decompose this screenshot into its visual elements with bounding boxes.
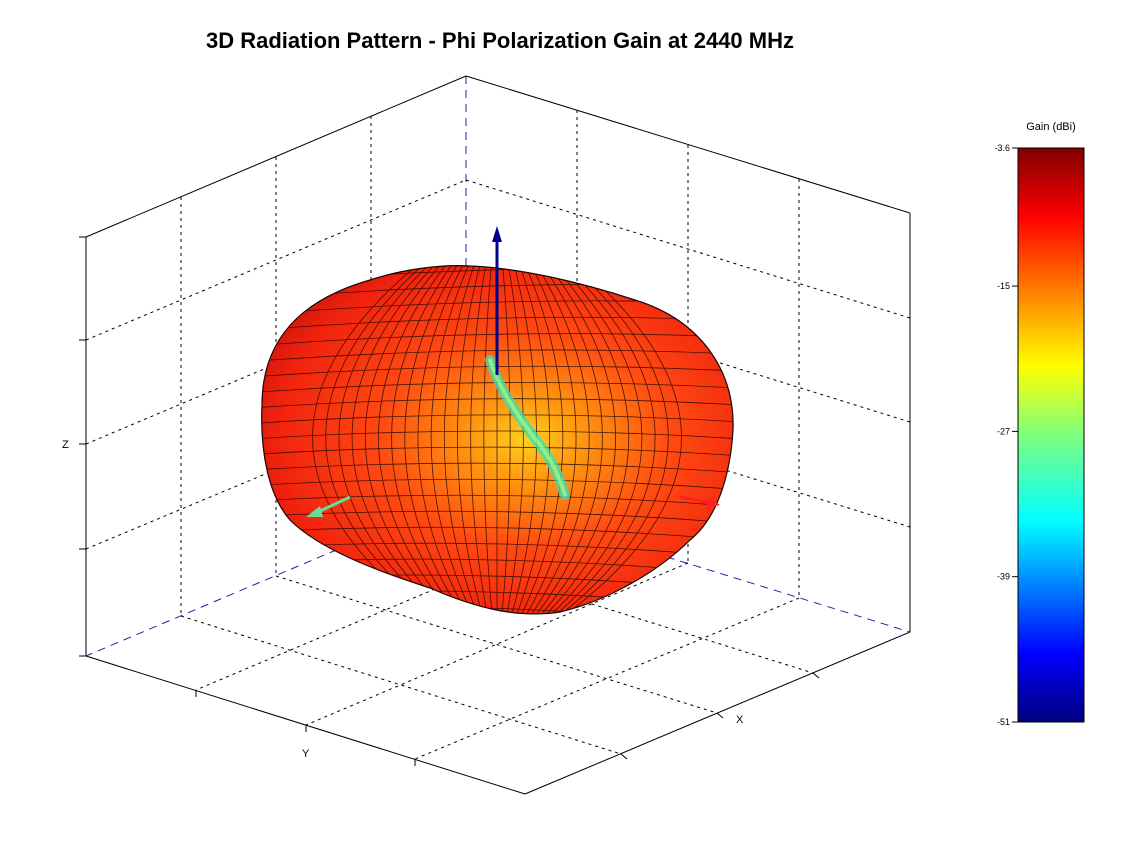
mesh-meridian <box>457 265 488 614</box>
y-axis-arrow <box>306 495 351 517</box>
mesh-parallel <box>237 623 757 644</box>
mesh-meridian <box>503 265 524 614</box>
mesh-meridian <box>517 265 577 614</box>
mesh-meridian <box>537 265 656 614</box>
colorbar-tick-label: -3.6 <box>994 143 1010 153</box>
colorbar-tick-label: -39 <box>997 572 1010 582</box>
mesh-meridian <box>430 265 481 614</box>
z-axis-label: Z <box>62 439 69 451</box>
colorbar-title: Gain (dBi) <box>1026 121 1076 133</box>
mesh-meridian <box>510 265 551 614</box>
x-axis-arrow <box>679 495 720 509</box>
x-axis-label: X <box>736 714 744 726</box>
mesh-parallel <box>261 430 734 441</box>
mesh-meridian <box>391 265 471 614</box>
mesh-parallel <box>261 494 734 509</box>
mesh-meridian <box>500 265 511 614</box>
chart-title: 3D Radiation Pattern - Phi Polarization … <box>205 28 794 53</box>
mesh-meridian <box>544 265 682 614</box>
colorbar-gradient <box>1017 147 1085 723</box>
tick-marks <box>79 236 820 766</box>
mesh-meridian <box>534 265 643 614</box>
mesh-meridian <box>338 265 457 614</box>
mesh-meridian <box>527 265 616 614</box>
mesh-meridian <box>443 265 484 614</box>
colorbar-tick-label: -51 <box>997 717 1010 727</box>
mesh-meridian <box>530 265 629 614</box>
mesh-meridian <box>365 265 464 614</box>
y-axis-label: Y <box>302 748 310 760</box>
mesh-meridian <box>523 265 603 614</box>
mesh-meridian <box>417 265 477 614</box>
mesh-meridian <box>470 265 491 614</box>
colorbar-tick-label: -27 <box>997 426 1010 436</box>
z-axis-arrow <box>492 226 502 375</box>
mesh-parallel <box>261 510 734 526</box>
mesh-parallel <box>261 446 734 458</box>
mesh-parallel <box>261 414 734 425</box>
mesh-meridian <box>404 265 474 614</box>
mesh-parallel <box>261 462 734 475</box>
mesh-meridian <box>540 265 669 614</box>
mesh-meridian <box>513 265 564 614</box>
colorbar: -3.6 -15 -27 -39 -51 <box>994 143 1085 727</box>
mesh-meridian <box>483 265 494 614</box>
mesh-parallel <box>261 526 734 543</box>
mesh-meridian <box>378 265 467 614</box>
colorbar-tick-label: -15 <box>997 281 1010 291</box>
mesh-parallel <box>261 478 734 492</box>
mesh-meridian <box>351 265 460 614</box>
mesh-parallel <box>261 398 734 410</box>
